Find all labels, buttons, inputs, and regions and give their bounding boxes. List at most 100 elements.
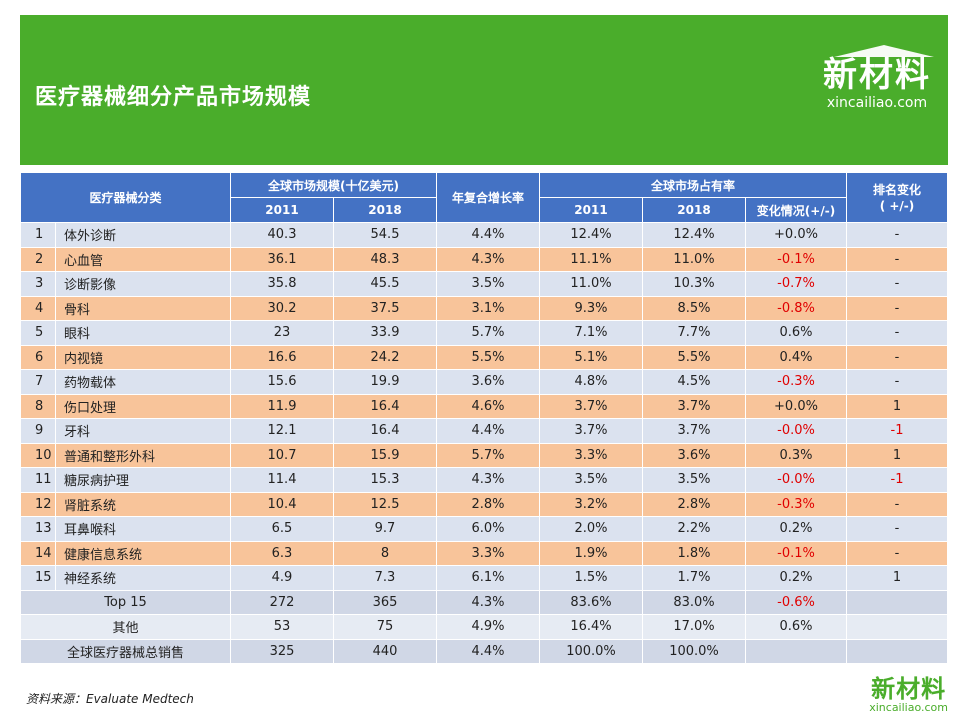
cell-name: 体外诊断: [55, 222, 231, 248]
summary-size-2011: 325: [230, 638, 334, 664]
cell-size-2018: 15.9: [333, 442, 437, 468]
cell-share-2018: 11.0%: [642, 246, 746, 272]
cell-share-2018: 7.7%: [642, 320, 746, 346]
header-share-change: 变化情况(+/-): [745, 197, 847, 223]
header-size-2011: 2011: [230, 197, 334, 223]
summary-name: Top 15: [20, 589, 231, 615]
cell-no: 6: [20, 344, 56, 370]
cell-share-2011: 3.2%: [539, 491, 643, 517]
cell-share-change: -0.8%: [745, 295, 847, 321]
cell-no: 8: [20, 393, 56, 419]
table-row: 14 健康信息系统 6.3 8 3.3% 1.9% 1.8% -0.1% -: [20, 540, 948, 566]
cell-size-2011: 35.8: [230, 271, 334, 297]
cell-size-2011: 6.3: [230, 540, 334, 566]
summary-rank-change: [846, 638, 948, 664]
cell-share-2011: 3.5%: [539, 467, 643, 493]
cell-size-2018: 12.5: [333, 491, 437, 517]
page-title: 医疗器械细分产品市场规模: [35, 85, 312, 110]
cell-name: 诊断影像: [55, 271, 231, 297]
cell-no: 14: [20, 540, 56, 566]
cell-size-2011: 36.1: [230, 246, 334, 272]
summary-cagr: 4.3%: [436, 589, 540, 615]
cell-size-2018: 33.9: [333, 320, 437, 346]
cell-cagr: 6.0%: [436, 516, 540, 542]
cell-size-2018: 37.5: [333, 295, 437, 321]
table-row: 8 伤口处理 11.9 16.4 4.6% 3.7% 3.7% +0.0% 1: [20, 393, 948, 419]
cell-name: 内视镜: [55, 344, 231, 370]
table-row: 15 神经系统 4.9 7.3 6.1% 1.5% 1.7% 0.2% 1: [20, 565, 948, 591]
table-row: 4 骨科 30.2 37.5 3.1% 9.3% 8.5% -0.8% -: [20, 295, 948, 321]
summary-share-change: 0.6%: [745, 614, 847, 640]
cell-cagr: 4.4%: [436, 222, 540, 248]
header-size-2018: 2018: [333, 197, 437, 223]
source-note: 资料来源：Evaluate Medtech: [26, 692, 194, 706]
summary-size-2018: 365: [333, 589, 437, 615]
cell-share-2018: 5.5%: [642, 344, 746, 370]
cell-size-2011: 40.3: [230, 222, 334, 248]
cell-share-change: 0.3%: [745, 442, 847, 468]
table-row: 6 内视镜 16.6 24.2 5.5% 5.1% 5.5% 0.4% -: [20, 344, 948, 370]
cell-cagr: 3.5%: [436, 271, 540, 297]
cell-size-2018: 45.5: [333, 271, 437, 297]
cell-cagr: 5.5%: [436, 344, 540, 370]
cell-cagr: 4.3%: [436, 246, 540, 272]
cell-size-2018: 54.5: [333, 222, 437, 248]
summary-size-2011: 272: [230, 589, 334, 615]
cell-cagr: 5.7%: [436, 442, 540, 468]
cell-no: 1: [20, 222, 56, 248]
cell-size-2011: 23: [230, 320, 334, 346]
table-row: 3 诊断影像 35.8 45.5 3.5% 11.0% 10.3% -0.7% -: [20, 271, 948, 297]
cell-no: 10: [20, 442, 56, 468]
cell-no: 13: [20, 516, 56, 542]
brand-logo: 新材料 xincailiao.com: [812, 45, 942, 111]
cell-share-2011: 1.5%: [539, 565, 643, 591]
cell-share-2011: 4.8%: [539, 369, 643, 395]
cell-size-2011: 15.6: [230, 369, 334, 395]
logo-text-cn: 新材料: [823, 55, 931, 95]
summary-row: 全球医疗器械总销售 325 440 4.4% 100.0% 100.0%: [20, 638, 948, 664]
table-row: 2 心血管 36.1 48.3 4.3% 11.1% 11.0% -0.1% -: [20, 246, 948, 272]
cell-share-change: -0.1%: [745, 246, 847, 272]
summary-share-change: [745, 638, 847, 664]
header-market-size: 全球市场规模(十亿美元): [230, 172, 437, 198]
cell-share-2018: 4.5%: [642, 369, 746, 395]
cell-no: 2: [20, 246, 56, 272]
cell-rank-change: -: [846, 344, 948, 370]
cell-cagr: 3.3%: [436, 540, 540, 566]
cell-no: 7: [20, 369, 56, 395]
cell-name: 肾脏系统: [55, 491, 231, 517]
logo-text-en: xincailiao.com: [826, 95, 928, 111]
cell-rank-change: -1: [846, 467, 948, 493]
cell-name: 眼科: [55, 320, 231, 346]
summary-share-2011: 16.4%: [539, 614, 643, 640]
cell-share-change: 0.2%: [745, 565, 847, 591]
cell-size-2018: 9.7: [333, 516, 437, 542]
cell-size-2011: 4.9: [230, 565, 334, 591]
cell-size-2011: 10.4: [230, 491, 334, 517]
summary-cagr: 4.4%: [436, 638, 540, 664]
cell-size-2011: 12.1: [230, 418, 334, 444]
cell-share-change: 0.2%: [745, 516, 847, 542]
cell-name: 糖尿病护理: [55, 467, 231, 493]
header-share-2011: 2011: [539, 197, 643, 223]
summary-share-2018: 17.0%: [642, 614, 746, 640]
cell-share-change: +0.0%: [745, 222, 847, 248]
cell-name: 耳鼻喉科: [55, 516, 231, 542]
table-body: 1 体外诊断 40.3 54.5 4.4% 12.4% 12.4% +0.0% -2 心血管 36.…: [20, 222, 948, 664]
cell-share-2011: 3.7%: [539, 418, 643, 444]
cell-size-2011: 11.4: [230, 467, 334, 493]
table-row: 1 体外诊断 40.3 54.5 4.4% 12.4% 12.4% +0.0% -: [20, 222, 948, 248]
summary-share-change: -0.6%: [745, 589, 847, 615]
summary-rank-change: [846, 589, 948, 615]
summary-share-2018: 100.0%: [642, 638, 746, 664]
table-row: 13 耳鼻喉科 6.5 9.7 6.0% 2.0% 2.2% 0.2% -: [20, 516, 948, 542]
cell-size-2018: 7.3: [333, 565, 437, 591]
cell-size-2011: 10.7: [230, 442, 334, 468]
cell-rank-change: -1: [846, 418, 948, 444]
header-share-2018: 2018: [642, 197, 746, 223]
cell-cagr: 4.3%: [436, 467, 540, 493]
cell-share-2011: 2.0%: [539, 516, 643, 542]
cell-share-2018: 3.7%: [642, 393, 746, 419]
summary-row: Top 15 272 365 4.3% 83.6% 83.0% -0.6%: [20, 589, 948, 615]
cell-share-2011: 3.7%: [539, 393, 643, 419]
